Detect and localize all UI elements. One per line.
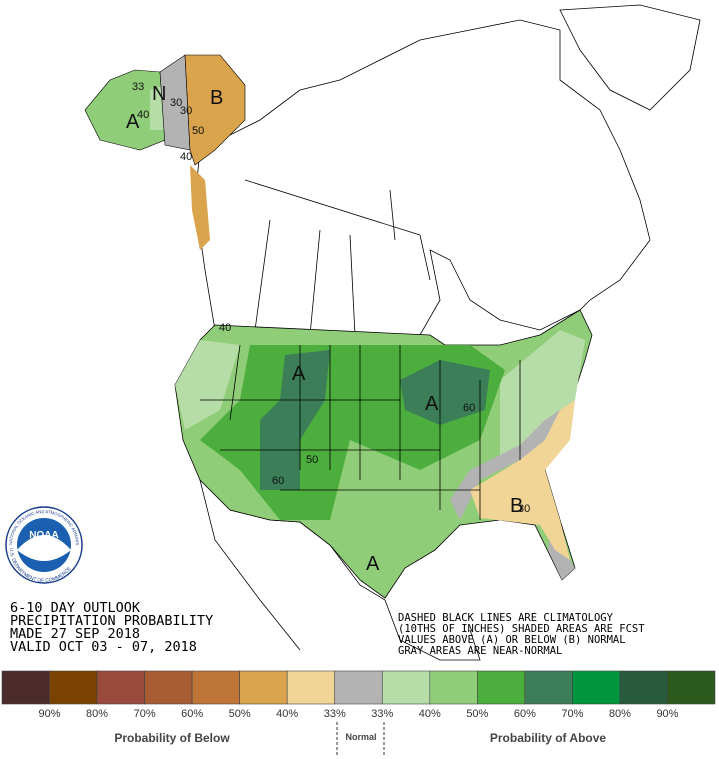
state-lines — [200, 344, 521, 520]
note-line: (10THS OF INCHES) SHADED AREAS ARE FCST — [398, 623, 645, 635]
legend-swatch — [49, 670, 98, 705]
logo-name: NOAA — [29, 530, 58, 541]
legend-swatch — [429, 670, 478, 705]
legend-label: 33% — [371, 708, 393, 720]
note-line: GRAY AREAS ARE NEAR-NORMAL — [398, 645, 562, 657]
bc-coast-tan — [190, 165, 210, 250]
legend-label: 90% — [656, 708, 678, 720]
contour-label: 50 — [192, 125, 204, 137]
legend-swatch — [96, 670, 145, 705]
contour-label: 30 — [518, 503, 530, 515]
note-line: DASHED BLACK LINES ARE CLIMATOLOGY — [398, 612, 614, 624]
contour-label: 60 — [463, 402, 475, 414]
dark-greatlakes — [400, 360, 490, 425]
label-above: A — [425, 393, 439, 415]
label-normal: N — [152, 83, 166, 105]
alaska-tan — [184, 54, 246, 166]
canada-provinces — [244, 179, 431, 336]
legend-swatch — [381, 670, 431, 705]
legend-above-title: Probability of Above — [490, 731, 607, 745]
legend-label: 60% — [181, 708, 203, 720]
legend-swatch — [286, 670, 336, 705]
header-line: PRECIPITATION PROBABILITY — [10, 613, 213, 629]
dark-wyoming — [260, 350, 330, 490]
contour-label: 30 — [170, 97, 182, 109]
light-northeast — [500, 330, 585, 460]
note-line: VALUES ABOVE (A) OR BELOW (B) NORMAL — [398, 634, 626, 646]
logo-gull — [17, 535, 71, 561]
legend-swatch — [477, 670, 526, 705]
legend-label: 80% — [609, 708, 631, 720]
label-below: B — [210, 87, 223, 109]
tan-southeast — [470, 400, 575, 560]
light-west — [175, 340, 240, 430]
noaa-logo: NOAA NATIONAL OCEANIC AND ATMOSPHERIC AD… — [0, 0, 83, 584]
legend-swatch — [144, 670, 193, 705]
legend-label: 70% — [561, 708, 583, 720]
legend-swatch — [239, 670, 288, 705]
legend-normal-title: Normal — [345, 732, 376, 742]
legend-label: 90% — [39, 708, 61, 720]
legend-swatch — [572, 670, 621, 705]
legend-label: 40% — [276, 708, 298, 720]
legend-below-title: Probability of Below — [114, 731, 230, 745]
header-line: 6-10 DAY OUTLOOK — [10, 600, 141, 616]
gray-band — [450, 410, 575, 580]
label-above: A — [126, 111, 140, 133]
label-above: A — [366, 553, 380, 575]
contour-label: 30 — [180, 105, 192, 117]
contour-label: 33 — [132, 81, 144, 93]
label-above: A — [292, 363, 306, 385]
logo-ring-top-path: NATIONAL OCEANIC AND ATMOSPHERIC ADMINIS… — [0, 0, 80, 545]
logo-ring-top: NATIONAL OCEANIC AND ATMOSPHERIC ADMINIS… — [0, 0, 80, 545]
legend-swatch — [667, 670, 716, 705]
legend-swatch — [619, 670, 668, 705]
legend-swatch — [191, 670, 240, 705]
legend-label: 70% — [134, 708, 156, 720]
contour-label: 40 — [219, 322, 231, 334]
contour-label: 60 — [272, 475, 284, 487]
header-line: VALID OCT 03 - 07, 2018 — [10, 639, 197, 655]
header-line: MADE 27 SEP 2018 — [10, 626, 140, 642]
legend-swatch — [1, 670, 50, 705]
legend-label: 60% — [514, 708, 536, 720]
legend-label: 80% — [86, 708, 108, 720]
label-below: B — [510, 495, 523, 517]
legend: 90% 80% 70% 60% 50% 40% 33% 33% 40% 50% 60% 70% 80% 9… — [1, 670, 716, 720]
contour-label: 40 — [137, 109, 149, 121]
legend-swatch — [334, 670, 383, 705]
contour-label: 50 — [306, 454, 318, 466]
canada-outline — [194, 19, 651, 336]
legend-swatch — [524, 670, 573, 705]
greenland — [559, 4, 701, 111]
legend-label: 33% — [324, 708, 346, 720]
legend-label: 50% — [229, 708, 251, 720]
legend-label: 50% — [466, 708, 488, 720]
contour-label: 40 — [180, 151, 192, 163]
legend-label: 40% — [419, 708, 441, 720]
